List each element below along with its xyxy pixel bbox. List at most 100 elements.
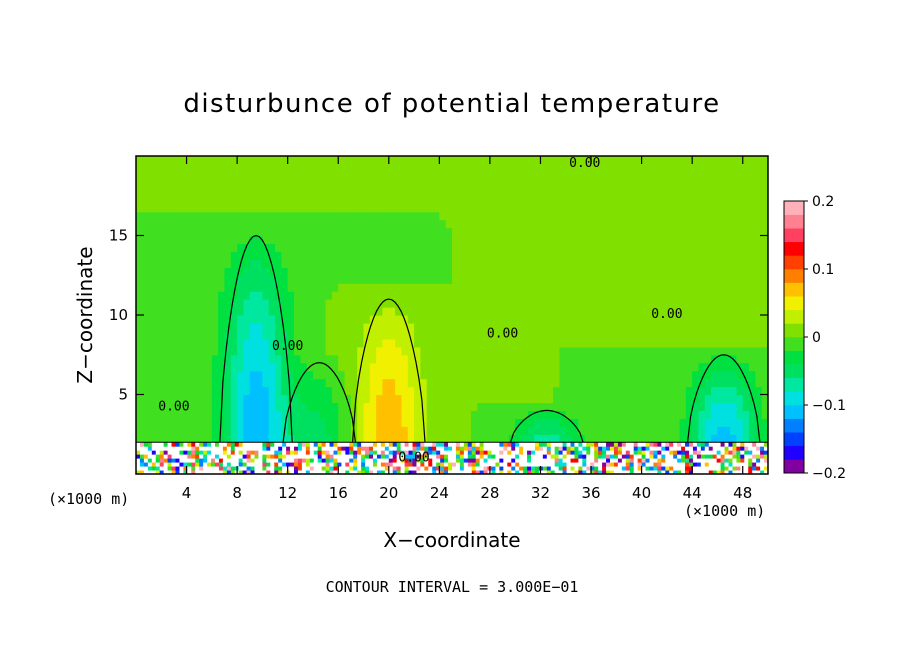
- heatmap-cell: [395, 346, 403, 356]
- heatmap-cell: [660, 171, 668, 181]
- heatmap-cell: [173, 386, 181, 396]
- surface-layer-cell: [550, 446, 556, 451]
- surface-layer-cell: [582, 446, 587, 451]
- heatmap-cell: [565, 418, 573, 427]
- surface-layer-cell: [681, 450, 686, 455]
- heatmap-cell: [338, 410, 346, 419]
- heatmap-cell: [477, 307, 485, 316]
- heatmap-cell: [186, 275, 194, 284]
- surface-layer-cell: [479, 450, 485, 455]
- heatmap-cell: [483, 235, 491, 245]
- heatmap-cell: [199, 378, 207, 388]
- heatmap-cell: [742, 402, 750, 411]
- heatmap-cell: [249, 322, 257, 332]
- heatmap-cell: [647, 434, 655, 443]
- heatmap-cell: [300, 283, 308, 292]
- heatmap-cell: [439, 338, 447, 348]
- heatmap-cell: [136, 156, 143, 165]
- surface-layer-cell: [479, 462, 485, 467]
- surface-layer-cell: [151, 458, 157, 463]
- heatmap-cell: [534, 394, 542, 404]
- heatmap-cell: [338, 187, 346, 197]
- heatmap-cell: [401, 346, 409, 356]
- heatmap-cell: [597, 346, 605, 356]
- heatmap-cell: [281, 259, 289, 268]
- heatmap-cell: [641, 378, 649, 388]
- heatmap-cell: [654, 315, 662, 324]
- heatmap-cell: [338, 227, 346, 237]
- surface-layer-cell: [629, 454, 635, 459]
- heatmap-cell: [388, 338, 396, 348]
- heatmap-cell: [477, 291, 485, 300]
- surface-layer-cell: [143, 470, 149, 474]
- surface-layer-cell: [491, 450, 496, 455]
- heatmap-cell: [761, 315, 768, 324]
- heatmap-cell: [167, 402, 175, 411]
- heatmap-cell: [218, 171, 226, 181]
- surface-layer-cell: [534, 450, 540, 455]
- surface-layer-cell: [471, 450, 477, 455]
- surface-layer-cell: [724, 450, 729, 455]
- surface-layer-cell: [503, 466, 508, 471]
- heatmap-cell: [445, 211, 453, 221]
- heatmap-cell: [331, 418, 339, 427]
- surface-layer-cell: [408, 454, 413, 459]
- heatmap-cell: [597, 187, 605, 197]
- heatmap-cell: [325, 322, 333, 332]
- heatmap-cell: [591, 434, 598, 443]
- surface-layer-cell: [321, 466, 327, 471]
- surface-layer-cell: [274, 450, 279, 455]
- heatmap-cell: [414, 299, 421, 308]
- surface-layer-cell: [278, 466, 283, 471]
- heatmap-cell: [426, 378, 434, 388]
- heatmap-cell: [167, 267, 175, 276]
- heatmap-cell: [527, 307, 535, 316]
- surface-layer-cell: [610, 466, 615, 471]
- surface-layer-cell: [527, 450, 532, 455]
- heatmap-cell: [458, 434, 466, 443]
- heatmap-cell: [603, 330, 611, 340]
- surface-layer-cell: [606, 466, 611, 471]
- heatmap-cell: [243, 315, 251, 324]
- heatmap-cell: [565, 251, 573, 260]
- heatmap-cell: [192, 307, 200, 316]
- heatmap-cell: [736, 275, 744, 284]
- heatmap-cell: [458, 283, 466, 292]
- surface-layer-cell: [392, 458, 398, 463]
- heatmap-cell: [515, 243, 523, 252]
- heatmap-cell: [325, 251, 333, 260]
- heatmap-cell: [439, 283, 447, 292]
- heatmap-cell: [319, 338, 327, 348]
- heatmap-cell: [572, 394, 579, 404]
- heatmap-cell: [540, 267, 548, 276]
- heatmap-cell: [477, 426, 485, 435]
- heatmap-cell: [578, 315, 586, 324]
- surface-layer-cell: [511, 470, 516, 474]
- surface-layer-cell: [515, 458, 520, 463]
- heatmap-cell: [173, 315, 181, 324]
- surface-layer-cell: [665, 470, 670, 474]
- heatmap-cell: [306, 322, 314, 332]
- x-tick-label: 48: [733, 484, 752, 502]
- surface-layer-cell: [602, 466, 607, 471]
- heatmap-cell: [749, 386, 756, 396]
- heatmap-cell: [755, 338, 763, 348]
- surface-layer-cell: [258, 458, 263, 463]
- heatmap-cell: [477, 299, 485, 308]
- heatmap-cell: [136, 410, 143, 419]
- heatmap-cell: [186, 283, 194, 292]
- heatmap-cell: [521, 386, 529, 396]
- heatmap-cell: [350, 354, 358, 364]
- heatmap-cell: [376, 434, 384, 443]
- heatmap-cell: [142, 410, 150, 419]
- heatmap-cell: [666, 307, 674, 316]
- heatmap-cell: [256, 410, 263, 419]
- heatmap-cell: [452, 434, 459, 443]
- heatmap-cell: [344, 195, 352, 205]
- heatmap-cell: [369, 354, 377, 364]
- heatmap-cell: [186, 235, 194, 245]
- heatmap-cell: [584, 211, 592, 221]
- surface-layer-cell: [467, 446, 473, 451]
- heatmap-cell: [654, 211, 662, 221]
- heatmap-cell: [666, 275, 674, 284]
